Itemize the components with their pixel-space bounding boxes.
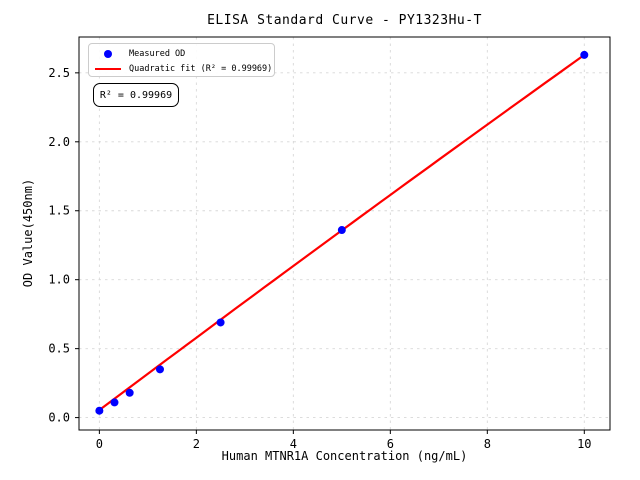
legend-label-measured-od: Measured OD [129, 48, 186, 59]
y-axis-label: OD Value(450nm) [21, 178, 35, 288]
x-tick-label: 0 [96, 437, 103, 451]
measured-od-marker-icon [104, 49, 112, 58]
y-tick-label: 2.5 [48, 66, 70, 80]
r-squared-annotation: R² = 0.99969 [93, 83, 179, 107]
data-point [580, 50, 589, 59]
plot-border [78, 36, 611, 431]
data-point [110, 398, 119, 407]
y-tick-label: 1.5 [48, 204, 70, 218]
x-axis-label: Human MTNR1A Concentration (ng/mL) [221, 449, 468, 463]
legend: Measured OD Quadratic fit (R² = 0.99969) [88, 43, 275, 77]
legend-entry-quadratic-fit: Quadratic fit (R² = 0.99969) [95, 61, 274, 76]
data-point [125, 388, 134, 397]
y-tick-label: 0.5 [48, 342, 70, 356]
y-tick-label: 1.0 [48, 273, 70, 287]
data-point [216, 318, 225, 327]
legend-label-quadratic-fit: Quadratic fit (R² = 0.99969) [129, 63, 273, 74]
x-tick-label: 4 [290, 437, 297, 451]
legend-marker-box [95, 67, 121, 70]
x-tick-label: 10 [577, 437, 591, 451]
data-point [95, 406, 104, 415]
legend-entry-measured-od: Measured OD [95, 46, 274, 61]
y-tick-label: 2.0 [48, 135, 70, 149]
data-point [155, 365, 164, 374]
data-point [337, 226, 346, 235]
x-tick-label: 6 [387, 437, 394, 451]
chart-title: ELISA Standard Curve - PY1323Hu-T [207, 13, 482, 28]
legend-marker-box [95, 49, 121, 58]
x-tick-label: 8 [484, 437, 491, 451]
x-tick-label: 2 [193, 437, 200, 451]
quadratic-fit-line-icon [95, 67, 121, 70]
y-tick-label: 0.0 [48, 411, 70, 425]
